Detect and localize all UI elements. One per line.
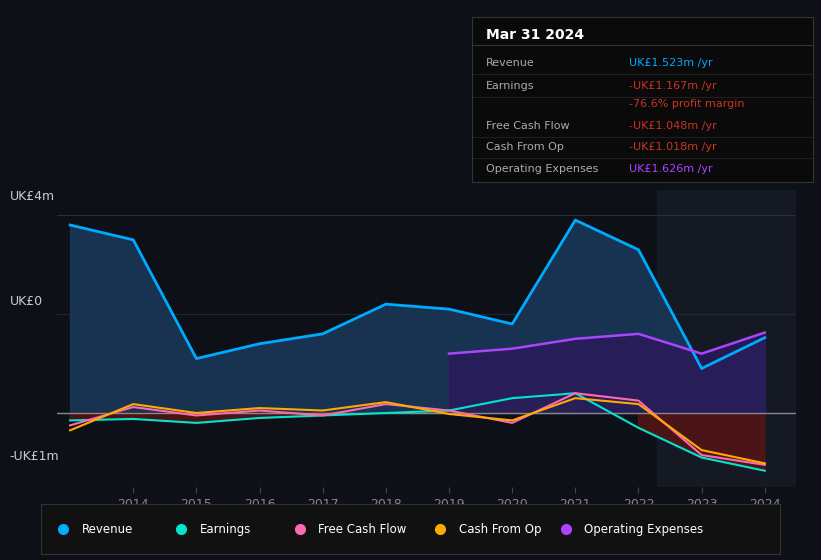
- Text: Free Cash Flow: Free Cash Flow: [319, 522, 406, 536]
- Text: Operating Expenses: Operating Expenses: [486, 164, 598, 174]
- Bar: [658, 190, 796, 487]
- Text: -UK£1.018m /yr: -UK£1.018m /yr: [629, 142, 717, 152]
- Text: -76.6% profit margin: -76.6% profit margin: [629, 99, 745, 109]
- Text: UK£1.523m /yr: UK£1.523m /yr: [629, 58, 713, 68]
- Text: Earnings: Earnings: [486, 81, 534, 91]
- Text: Cash From Op: Cash From Op: [486, 142, 563, 152]
- Text: -UK£1.167m /yr: -UK£1.167m /yr: [629, 81, 717, 91]
- Text: Revenue: Revenue: [486, 58, 534, 68]
- Text: -UK£1.048m /yr: -UK£1.048m /yr: [629, 121, 717, 131]
- Text: UK£1.626m /yr: UK£1.626m /yr: [629, 164, 713, 174]
- Text: Mar 31 2024: Mar 31 2024: [486, 29, 584, 43]
- Text: Operating Expenses: Operating Expenses: [585, 522, 704, 536]
- Text: Cash From Op: Cash From Op: [459, 522, 541, 536]
- Text: Revenue: Revenue: [82, 522, 133, 536]
- Text: Earnings: Earnings: [200, 522, 251, 536]
- Text: -UK£1m: -UK£1m: [10, 450, 59, 464]
- Text: Free Cash Flow: Free Cash Flow: [486, 121, 569, 131]
- Text: UK£4m: UK£4m: [10, 190, 54, 203]
- Text: UK£0: UK£0: [10, 295, 43, 308]
